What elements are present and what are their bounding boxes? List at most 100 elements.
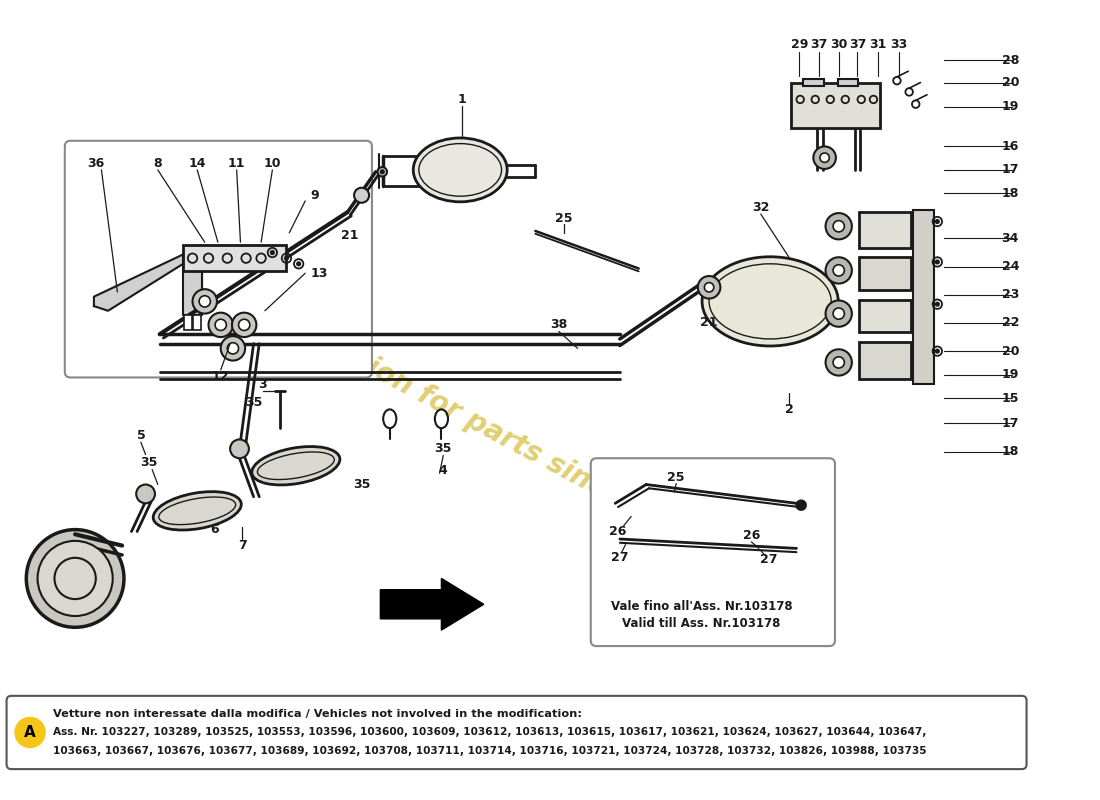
Circle shape bbox=[199, 296, 210, 307]
Text: 27: 27 bbox=[759, 553, 777, 566]
Bar bbox=[859, 342, 911, 379]
Circle shape bbox=[935, 350, 939, 353]
Text: 21: 21 bbox=[341, 229, 359, 242]
Text: 24: 24 bbox=[1001, 260, 1019, 273]
Text: 14: 14 bbox=[188, 157, 206, 170]
Circle shape bbox=[230, 439, 249, 458]
Circle shape bbox=[826, 258, 851, 283]
Text: Ass. Nr. 103227, 103289, 103525, 103553, 103596, 103600, 103609, 103612, 103613,: Ass. Nr. 103227, 103289, 103525, 103553,… bbox=[53, 727, 926, 738]
FancyBboxPatch shape bbox=[65, 141, 372, 378]
Circle shape bbox=[26, 530, 124, 627]
Bar bbox=[859, 258, 911, 290]
Circle shape bbox=[192, 289, 217, 314]
Text: 29: 29 bbox=[791, 38, 808, 51]
Circle shape bbox=[216, 319, 227, 330]
Text: 21: 21 bbox=[701, 315, 718, 329]
Text: 30: 30 bbox=[830, 38, 847, 51]
Text: 20: 20 bbox=[1001, 76, 1019, 89]
Bar bbox=[913, 210, 934, 384]
Bar bbox=[791, 82, 880, 128]
Circle shape bbox=[935, 220, 939, 223]
Circle shape bbox=[935, 260, 939, 264]
Circle shape bbox=[833, 308, 845, 319]
Circle shape bbox=[796, 501, 806, 510]
Ellipse shape bbox=[252, 446, 340, 485]
Text: 22: 22 bbox=[1001, 317, 1019, 330]
Text: 9: 9 bbox=[310, 189, 319, 202]
Text: Vetture non interessate dalla modifica / Vehicles not involved in the modificati: Vetture non interessate dalla modifica /… bbox=[53, 709, 582, 718]
Text: 37: 37 bbox=[811, 38, 827, 51]
Text: 31: 31 bbox=[869, 38, 887, 51]
Text: 20: 20 bbox=[1001, 345, 1019, 358]
Text: 1: 1 bbox=[458, 93, 466, 106]
Circle shape bbox=[826, 301, 851, 326]
Text: 16: 16 bbox=[1002, 140, 1019, 153]
Text: 27: 27 bbox=[612, 551, 628, 564]
Text: 35: 35 bbox=[140, 457, 157, 470]
Circle shape bbox=[239, 319, 250, 330]
Circle shape bbox=[813, 146, 836, 169]
Text: 11: 11 bbox=[228, 157, 245, 170]
Circle shape bbox=[354, 188, 370, 202]
Bar bbox=[194, 315, 201, 330]
Text: 5: 5 bbox=[136, 429, 145, 442]
Text: 8: 8 bbox=[154, 157, 162, 170]
Circle shape bbox=[37, 541, 112, 616]
Circle shape bbox=[285, 256, 288, 260]
Circle shape bbox=[935, 302, 939, 306]
Text: 38: 38 bbox=[550, 318, 568, 331]
Text: 7: 7 bbox=[238, 539, 246, 552]
Circle shape bbox=[232, 313, 256, 337]
Text: 25: 25 bbox=[554, 212, 572, 226]
Text: 19: 19 bbox=[1002, 101, 1019, 114]
Text: 26: 26 bbox=[609, 525, 627, 538]
Text: 35: 35 bbox=[245, 396, 262, 410]
Text: 25: 25 bbox=[668, 470, 685, 483]
Circle shape bbox=[136, 485, 155, 503]
Circle shape bbox=[833, 357, 845, 368]
Text: 17: 17 bbox=[1001, 163, 1019, 176]
Text: 17: 17 bbox=[1001, 417, 1019, 430]
FancyBboxPatch shape bbox=[7, 696, 1026, 769]
Circle shape bbox=[297, 262, 300, 266]
Text: 6: 6 bbox=[210, 523, 219, 536]
Bar bbox=[859, 212, 911, 248]
Text: 4: 4 bbox=[439, 464, 448, 477]
Bar bbox=[184, 315, 191, 330]
Circle shape bbox=[377, 167, 387, 177]
Text: 28: 28 bbox=[1002, 54, 1019, 66]
Text: 33: 33 bbox=[890, 38, 908, 51]
Polygon shape bbox=[183, 254, 202, 315]
Circle shape bbox=[697, 276, 720, 298]
Text: 32: 32 bbox=[752, 201, 769, 214]
Text: A passion for parts since 1994: A passion for parts since 1994 bbox=[273, 305, 704, 552]
Bar bbox=[803, 78, 824, 86]
Ellipse shape bbox=[153, 492, 241, 530]
Circle shape bbox=[833, 221, 845, 232]
Circle shape bbox=[271, 250, 274, 254]
Ellipse shape bbox=[414, 138, 507, 202]
Circle shape bbox=[826, 350, 851, 375]
Text: 26: 26 bbox=[742, 529, 760, 542]
Text: 103663, 103667, 103676, 103677, 103689, 103692, 103708, 103711, 103714, 103716, : 103663, 103667, 103676, 103677, 103689, … bbox=[53, 746, 926, 756]
Text: 35: 35 bbox=[353, 478, 371, 491]
Text: 34: 34 bbox=[1002, 232, 1019, 245]
Bar bbox=[838, 78, 858, 86]
Text: Vale fino all'Ass. Nr.103178: Vale fino all'Ass. Nr.103178 bbox=[610, 600, 792, 613]
Text: 36: 36 bbox=[87, 157, 104, 170]
Text: 12: 12 bbox=[212, 370, 230, 383]
Circle shape bbox=[833, 265, 845, 276]
Text: 10: 10 bbox=[264, 157, 282, 170]
Text: 18: 18 bbox=[1002, 445, 1019, 458]
Text: 3: 3 bbox=[258, 378, 267, 390]
Circle shape bbox=[15, 718, 45, 747]
Bar bbox=[859, 299, 911, 332]
Text: 19: 19 bbox=[1002, 368, 1019, 381]
Circle shape bbox=[381, 170, 384, 174]
Circle shape bbox=[704, 282, 714, 292]
Circle shape bbox=[228, 342, 239, 354]
Text: 18: 18 bbox=[1002, 187, 1019, 200]
Text: 23: 23 bbox=[1002, 288, 1019, 302]
Text: Valid till Ass. Nr.103178: Valid till Ass. Nr.103178 bbox=[623, 617, 781, 630]
Bar bbox=[183, 245, 286, 271]
